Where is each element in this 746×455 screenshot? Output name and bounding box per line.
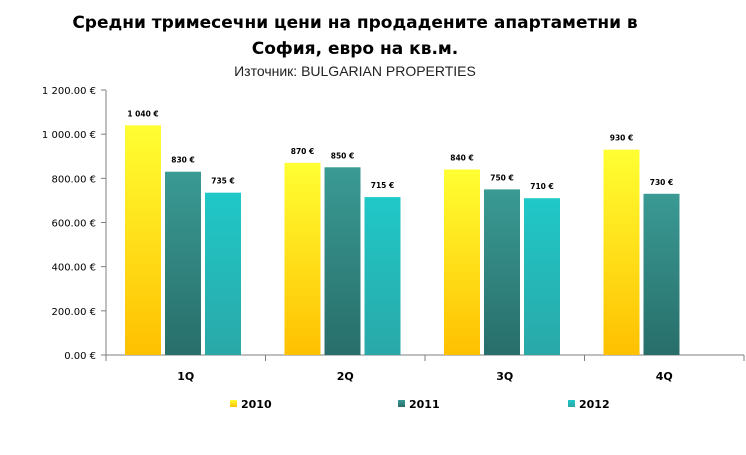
data-label: 710 € [530, 182, 554, 191]
category-labels-group: 1Q 2Q 3Q 4Q [177, 370, 673, 383]
legend-label-2012: 2012 [579, 398, 610, 411]
legend-swatch-2012 [568, 400, 575, 407]
bars-group [125, 125, 680, 355]
category-label: 1Q [177, 370, 194, 383]
bar-2011-4Q [643, 193, 680, 355]
bar-2012-2Q [364, 197, 401, 355]
data-label: 930 € [610, 134, 634, 143]
data-label: 1 040 € [127, 109, 158, 118]
category-label: 2Q [337, 370, 354, 383]
data-label: 870 € [291, 147, 315, 156]
bar-2011-2Q [324, 167, 361, 355]
bar-2011-1Q [165, 171, 201, 355]
legend-swatch-2010 [230, 400, 237, 407]
data-label: 715 € [371, 181, 395, 190]
legend-label-2010: 2010 [241, 398, 272, 411]
data-labels-group: 1 040 € 830 € 735 € 870 € 850 € 715 € 840 € 750… [127, 109, 673, 191]
bar-2010-3Q [444, 169, 480, 355]
bar-2011-3Q [484, 189, 520, 355]
bar-2010-4Q [603, 149, 640, 355]
legend-swatch-2011 [398, 400, 405, 407]
data-label: 850 € [331, 151, 355, 160]
data-label: 830 € [171, 156, 195, 165]
y-tick-label: 1 000.00 € [42, 130, 96, 141]
y-tick-label: 1 200.00 € [42, 86, 96, 97]
y-tick-label: 600.00 € [51, 219, 96, 230]
category-label: 4Q [656, 370, 673, 383]
y-tick-label: 800.00 € [51, 174, 96, 185]
bar-2012-1Q [205, 192, 241, 355]
category-label: 3Q [496, 370, 513, 383]
data-label: 730 € [650, 178, 674, 187]
y-tick-label: 400.00 € [51, 263, 96, 274]
y-tick-label: 0.00 € [64, 351, 96, 362]
legend: 2010 2011 2012 [230, 398, 610, 411]
data-label: 735 € [211, 177, 235, 186]
chart-subtitle: Източник: BULGARIAN PROPERTIES [234, 63, 476, 79]
bar-2010-2Q [284, 162, 321, 355]
chart-title-line-1: Средни тримесечни цени на продадените ап… [72, 13, 638, 33]
data-label: 840 € [450, 154, 474, 163]
bar-2010-1Q [125, 125, 161, 355]
bar-2012-3Q [524, 198, 560, 355]
data-label: 750 € [490, 173, 514, 182]
chart-title-line-2: София, евро на кв.м. [252, 39, 459, 59]
y-tick-label: 200.00 € [51, 307, 96, 318]
legend-label-2011: 2011 [409, 398, 440, 411]
